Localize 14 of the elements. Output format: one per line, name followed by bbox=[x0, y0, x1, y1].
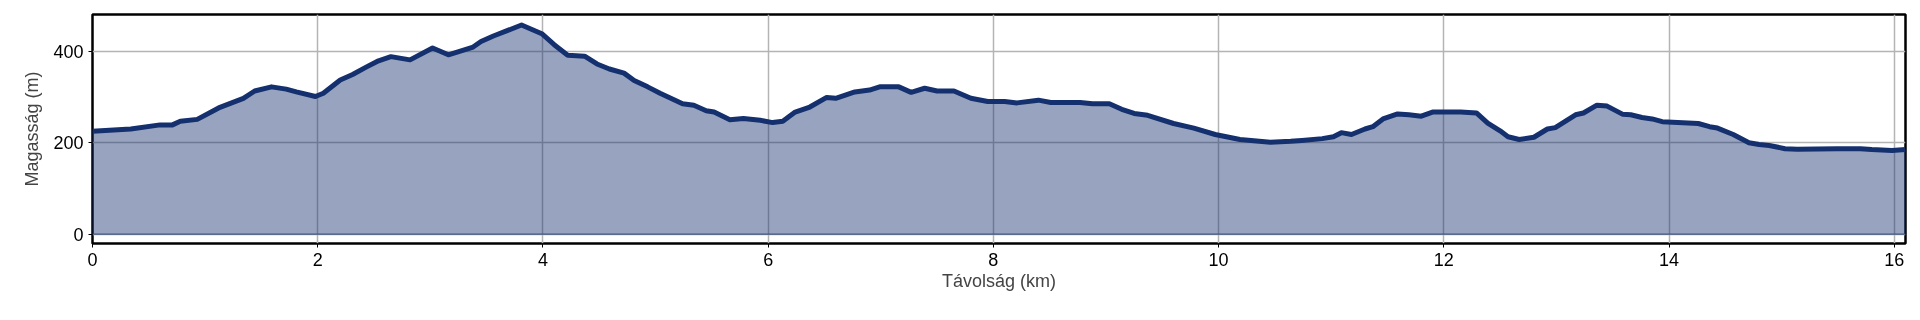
y-axis-title: Magasság (m) bbox=[22, 71, 43, 187]
x-tick-label: 6 bbox=[763, 249, 774, 270]
x-tick-label: 0 bbox=[87, 249, 98, 270]
x-tick-label: 2 bbox=[312, 249, 323, 270]
x-tick-label: 14 bbox=[1659, 249, 1680, 270]
x-tick-label: 4 bbox=[537, 249, 548, 270]
x-axis-title: Távolság (km) bbox=[941, 270, 1057, 291]
y-tick-label: 200 bbox=[53, 133, 84, 154]
x-tick-label: 16 bbox=[1884, 249, 1905, 270]
y-tick-label: 400 bbox=[53, 41, 84, 62]
x-tick-label: 10 bbox=[1208, 249, 1229, 270]
y-tick-label: 0 bbox=[73, 224, 84, 245]
x-tick-label: 8 bbox=[988, 249, 999, 270]
x-tick-label: 12 bbox=[1433, 249, 1454, 270]
